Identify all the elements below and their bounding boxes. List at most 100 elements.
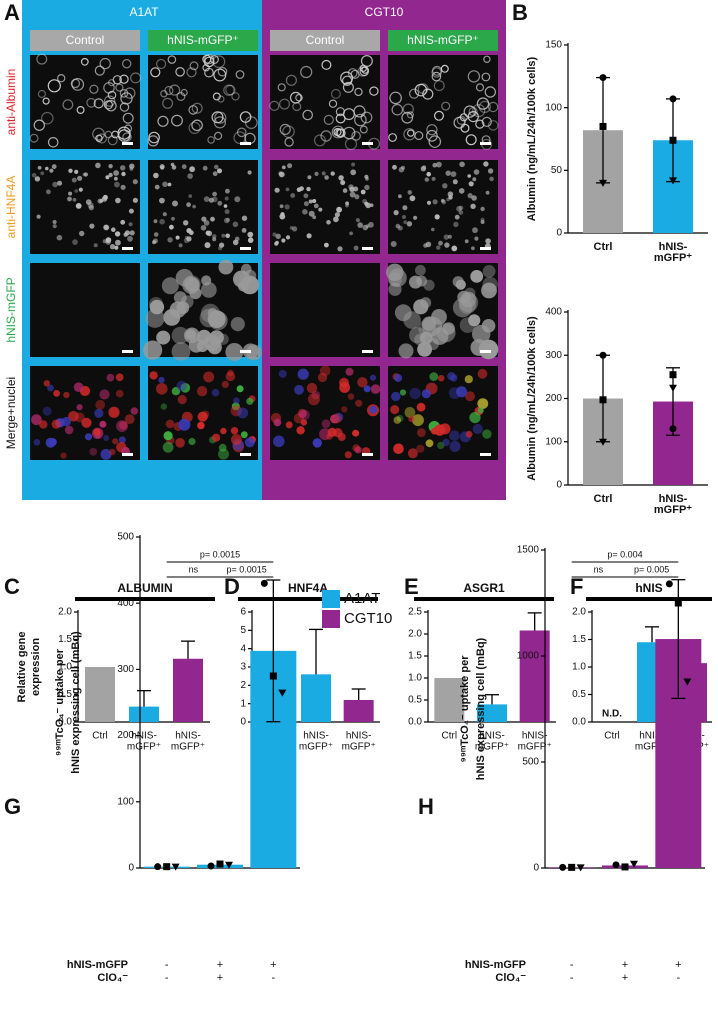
y-tick-label: 6 xyxy=(240,607,246,618)
cell xyxy=(431,227,435,232)
cell xyxy=(442,183,448,189)
cell xyxy=(273,418,282,427)
cell xyxy=(279,98,291,110)
cell xyxy=(75,203,82,209)
cell xyxy=(416,444,425,453)
cell xyxy=(219,242,225,248)
cell xyxy=(337,433,346,441)
cell xyxy=(103,224,109,230)
y-tick-label: 50 xyxy=(551,165,563,176)
cell xyxy=(277,83,286,92)
cell xyxy=(113,170,119,176)
cell xyxy=(127,235,133,242)
cell xyxy=(67,196,72,202)
cell xyxy=(247,237,254,243)
cell xyxy=(284,137,294,147)
micrograph xyxy=(143,259,262,361)
cell xyxy=(180,295,194,309)
cell xyxy=(362,198,368,204)
cell xyxy=(459,113,468,122)
cell xyxy=(471,246,475,251)
cell xyxy=(483,161,489,167)
cell xyxy=(437,374,445,382)
cell xyxy=(221,233,226,238)
cell xyxy=(296,426,305,435)
x-tick-label: Ctrl xyxy=(604,731,620,742)
condition-value: + xyxy=(217,972,223,984)
legend-swatch xyxy=(322,590,340,608)
cell xyxy=(453,116,466,129)
cell xyxy=(49,168,54,173)
cell xyxy=(180,383,191,393)
cell xyxy=(300,65,313,79)
cell xyxy=(469,315,480,326)
cell xyxy=(431,309,447,325)
cell xyxy=(129,167,134,171)
data-point xyxy=(669,177,677,185)
cell xyxy=(186,67,197,78)
cell xyxy=(302,109,313,121)
cell xyxy=(178,243,183,248)
cell xyxy=(150,67,161,78)
cell xyxy=(167,55,177,64)
scale-bar xyxy=(362,350,373,353)
micrograph xyxy=(30,366,140,460)
cell xyxy=(399,389,407,396)
cell xyxy=(364,184,370,191)
cell xyxy=(46,189,51,195)
cell xyxy=(388,282,402,296)
cell xyxy=(465,134,477,146)
cell xyxy=(108,406,120,418)
cell xyxy=(158,376,165,384)
cell xyxy=(160,165,165,170)
cell xyxy=(306,186,311,192)
cell xyxy=(119,74,129,84)
cell xyxy=(397,225,403,231)
y-tick-label: 1 xyxy=(240,698,246,709)
cell xyxy=(162,212,167,217)
cell xyxy=(224,196,229,201)
y-tick-label: 0 xyxy=(556,228,562,239)
cell xyxy=(456,205,462,212)
cell xyxy=(394,374,403,382)
micrograph xyxy=(388,366,498,460)
data-point xyxy=(669,95,677,103)
cell xyxy=(312,215,317,220)
cell xyxy=(347,393,355,400)
cell xyxy=(355,399,363,407)
cell xyxy=(209,330,224,345)
cell xyxy=(472,103,486,118)
cell xyxy=(84,433,93,441)
cell xyxy=(114,245,119,250)
cell xyxy=(464,375,473,384)
cell xyxy=(341,406,348,413)
cell xyxy=(314,171,319,176)
y-tick-label: 5 xyxy=(240,625,246,636)
cell xyxy=(114,181,120,188)
cell xyxy=(214,131,223,140)
y-axis-label: ⁹⁹ᵐTcO₄⁻ uptake per xyxy=(54,648,66,756)
cell xyxy=(336,206,342,213)
condition-value: + xyxy=(622,972,628,984)
cell xyxy=(154,184,160,190)
annotation: N.D. xyxy=(602,709,622,720)
cell xyxy=(92,127,105,141)
cell xyxy=(89,223,95,229)
x-tick-label: mGFP⁺ xyxy=(518,742,552,753)
cell xyxy=(338,175,344,181)
condition-label: Control xyxy=(66,33,105,47)
cell xyxy=(207,310,226,328)
cell xyxy=(445,170,451,176)
cell xyxy=(109,244,116,250)
y-tick-label: 1.5 xyxy=(408,651,422,662)
cell xyxy=(171,326,189,345)
cell xyxy=(128,208,134,214)
micrograph-bg xyxy=(270,263,380,357)
condition-value: - xyxy=(165,972,169,984)
x-tick-label: Ctrl xyxy=(92,731,108,742)
scale-bar xyxy=(362,453,373,456)
cell xyxy=(247,231,254,238)
cell xyxy=(159,197,165,204)
